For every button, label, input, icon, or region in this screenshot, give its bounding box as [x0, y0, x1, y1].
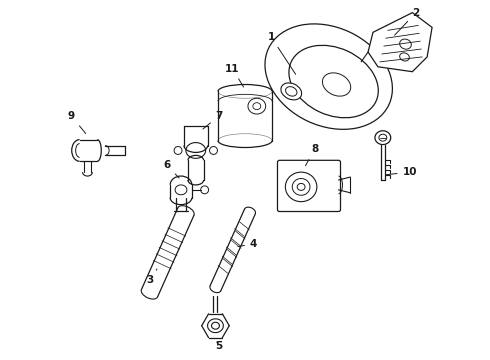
Text: 7: 7 — [203, 111, 223, 129]
Text: 1: 1 — [268, 32, 295, 74]
Ellipse shape — [281, 83, 302, 100]
Ellipse shape — [289, 45, 378, 118]
Text: 10: 10 — [386, 167, 417, 177]
FancyBboxPatch shape — [277, 160, 341, 212]
Text: 4: 4 — [238, 239, 257, 249]
Text: 8: 8 — [305, 144, 318, 166]
Text: 5: 5 — [216, 341, 223, 351]
Text: 11: 11 — [225, 64, 244, 87]
Text: 9: 9 — [68, 111, 86, 134]
Text: 3: 3 — [147, 269, 157, 285]
Text: 2: 2 — [394, 8, 419, 35]
Polygon shape — [368, 13, 432, 72]
Text: 6: 6 — [163, 160, 179, 178]
